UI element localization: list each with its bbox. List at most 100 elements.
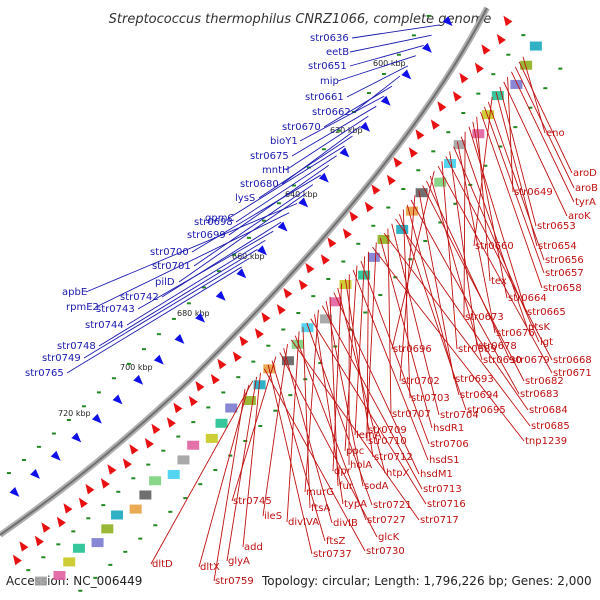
reverse-gene-arrow xyxy=(78,497,88,509)
tick-mark xyxy=(111,377,116,380)
red-leader-line xyxy=(449,151,478,347)
forward-gene-arrow xyxy=(421,42,432,53)
feature-block xyxy=(34,576,47,586)
gene-label-forward: str0765 xyxy=(25,368,64,379)
tick-mark xyxy=(41,556,46,559)
red-leader-line xyxy=(453,146,540,343)
tick-mark xyxy=(131,477,136,480)
feature-block xyxy=(434,177,447,187)
tick-mark xyxy=(446,131,451,134)
gene-label-reverse: ptsK xyxy=(528,322,550,333)
reverse-gene-arrow xyxy=(503,15,513,27)
gene-label-reverse: tyrA xyxy=(575,197,596,208)
reverse-gene-arrow xyxy=(320,254,330,265)
gene-label-reverse: str0653 xyxy=(537,221,576,232)
tick-mark xyxy=(483,164,488,167)
kbp-label-680: 680 kbp xyxy=(177,309,210,318)
gene-label-reverse: str0702 xyxy=(401,376,440,387)
gene-label-reverse: str0727 xyxy=(367,515,406,526)
tick-mark xyxy=(513,126,518,129)
feature-block xyxy=(111,510,124,520)
red-leader-line xyxy=(213,388,246,582)
reverse-gene-arrow xyxy=(481,44,491,55)
reverse-gene-arrow xyxy=(166,417,176,428)
red-leader-line xyxy=(379,237,433,429)
feature-block xyxy=(482,110,495,120)
gene-label-reverse: lemA xyxy=(356,430,382,441)
tick-mark xyxy=(381,72,386,75)
tick-mark xyxy=(153,524,158,527)
reverse-gene-arrow xyxy=(327,237,337,248)
forward-gene-arrow xyxy=(360,121,371,132)
gene-label-reverse: str0695 xyxy=(467,405,506,416)
red-leader-line xyxy=(418,190,455,380)
gene-label-reverse: str0668 xyxy=(553,355,592,366)
red-leader-line xyxy=(267,364,313,555)
gene-label-reverse: typA xyxy=(344,499,367,510)
tick-mark xyxy=(288,394,293,397)
red-leader-line xyxy=(354,256,366,436)
red-leader-line xyxy=(463,131,466,318)
tick-mark xyxy=(116,490,121,493)
gene-label-reverse: ileS xyxy=(264,511,282,522)
blue-leader-line xyxy=(137,230,274,310)
feature-block xyxy=(491,91,504,101)
feature-block xyxy=(339,280,352,290)
tick-mark xyxy=(336,129,341,132)
gene-label-reverse: lgt xyxy=(540,337,553,348)
forward-gene-arrow xyxy=(442,16,453,27)
tick-mark xyxy=(476,92,481,95)
gene-label-reverse: hsdS1 xyxy=(429,455,460,466)
reverse-gene-arrow xyxy=(63,503,73,514)
red-leader-line xyxy=(304,309,319,493)
gene-label-forward: str0699 xyxy=(187,230,226,241)
red-leader-line xyxy=(271,360,326,542)
gene-label-forward: apbE xyxy=(62,287,87,298)
red-leader-line xyxy=(391,170,435,350)
tick-mark xyxy=(123,550,128,553)
tick-mark xyxy=(36,445,41,448)
red-leader-line xyxy=(294,335,367,521)
red-leader-line xyxy=(314,314,344,505)
reverse-gene-arrow xyxy=(276,304,286,315)
feature-block xyxy=(510,79,523,89)
gene-label-reverse: add xyxy=(244,542,263,553)
feature-block xyxy=(520,60,533,70)
blue-leader-line xyxy=(126,239,266,326)
gene-label-reverse: str0676 xyxy=(496,328,535,339)
gene-label-reverse: str0657 xyxy=(545,268,584,279)
blue-leader-line xyxy=(299,95,385,142)
tick-mark xyxy=(258,424,263,427)
blue-leader-line xyxy=(95,212,290,308)
gene-label-forward: mntH xyxy=(262,165,290,176)
gene-label-reverse: str0673 xyxy=(465,312,504,323)
gene-label-reverse: str0703 xyxy=(411,393,450,404)
gene-label-reverse: tex xyxy=(491,276,507,287)
reverse-gene-arrow xyxy=(298,279,308,290)
gene-label-reverse: aroD xyxy=(573,168,597,179)
gene-label-reverse: hsdM1 xyxy=(420,469,453,480)
reverse-gene-arrow xyxy=(85,483,95,495)
feature-block xyxy=(139,490,152,500)
tick-mark xyxy=(231,253,236,256)
kbp-label-600: 600 kbp xyxy=(373,59,406,68)
gene-label-reverse: str0717 xyxy=(420,515,459,526)
gene-label-forward: str0701 xyxy=(152,261,191,272)
red-leader-line xyxy=(499,86,537,227)
red-leader-line xyxy=(402,209,411,399)
red-leader-line xyxy=(337,287,386,474)
red-leader-line xyxy=(352,269,429,461)
gene-label-reverse: str0730 xyxy=(366,546,405,557)
red-leader-line xyxy=(460,136,528,328)
gene-label-reverse: glcK xyxy=(378,532,400,543)
forward-gene-arrow xyxy=(153,354,164,365)
feature-block xyxy=(177,455,190,465)
blue-leader-line xyxy=(351,24,440,39)
feature-block xyxy=(291,339,304,349)
gene-label-reverse: str0678 xyxy=(478,341,517,352)
red-leader-line xyxy=(445,156,553,361)
feature-block xyxy=(72,543,85,553)
tick-mark xyxy=(156,333,161,336)
gene-label-reverse: aroK xyxy=(568,211,591,222)
